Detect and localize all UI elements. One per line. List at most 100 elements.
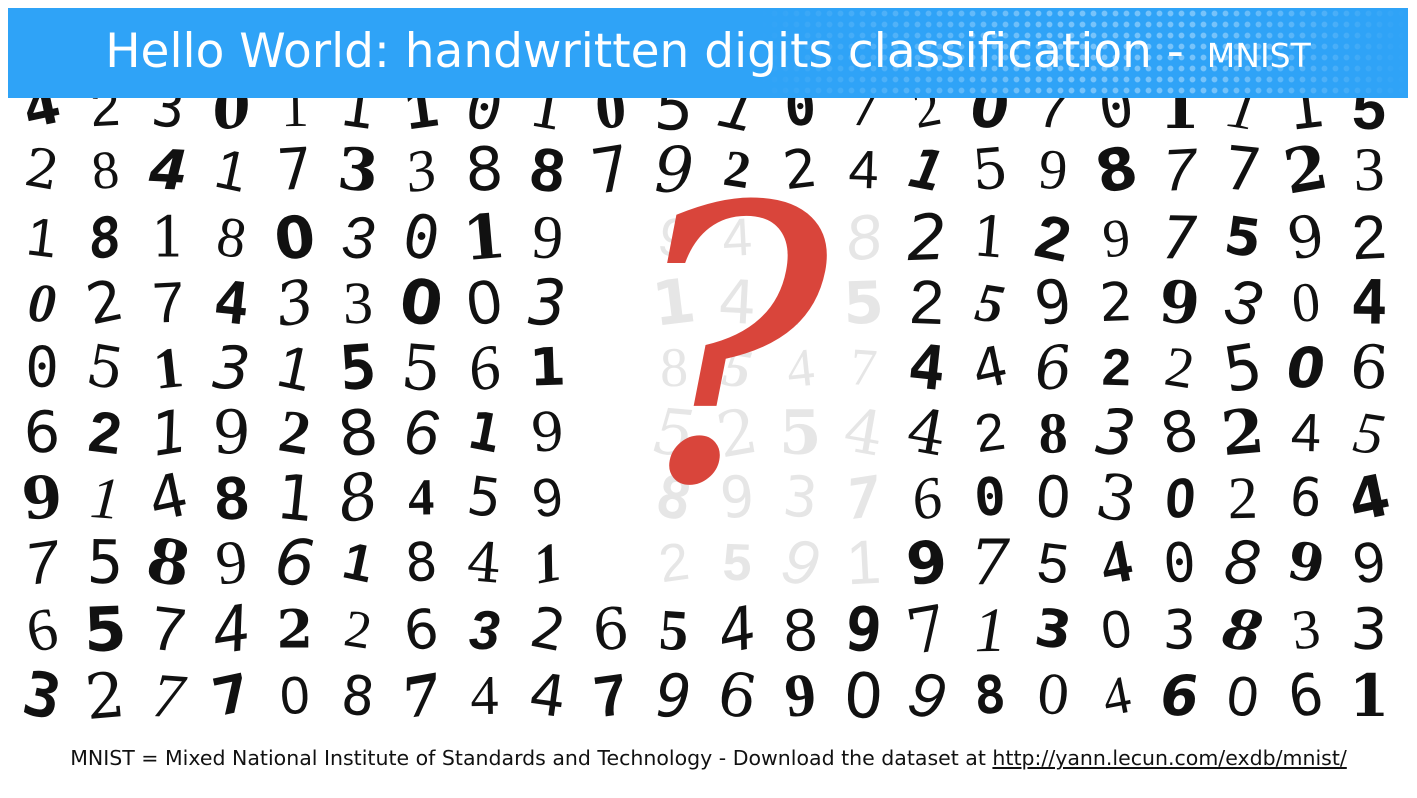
handwritten-digit: 1	[23, 206, 60, 269]
handwritten-digit: 6	[21, 595, 63, 666]
handwritten-digit: 0	[1223, 663, 1262, 729]
handwritten-digit: 7	[21, 528, 65, 598]
handwritten-digit: 1	[528, 337, 566, 398]
handwritten-digit: 3	[468, 598, 501, 661]
handwritten-digit: 1	[272, 460, 317, 537]
handwritten-digit: 2	[1350, 203, 1388, 274]
handwritten-digit: 4	[967, 334, 1014, 403]
handwritten-digit: 1	[460, 201, 508, 275]
handwritten-digit: 2	[780, 138, 821, 203]
handwritten-digit: 4	[1097, 664, 1135, 728]
handwritten-digit: 1	[338, 532, 378, 595]
dataset-link[interactable]: http://yann.lecun.com/exdb/mnist/	[992, 746, 1347, 770]
handwritten-digit: 2	[1227, 465, 1258, 532]
handwritten-digit: 4	[902, 395, 952, 471]
handwritten-digit: 5	[83, 594, 128, 666]
handwritten-digit: 9	[654, 134, 694, 207]
handwritten-digit: 9	[1100, 207, 1133, 269]
handwritten-digit: 6	[273, 526, 317, 601]
handwritten-digit: 3	[335, 134, 381, 205]
handwritten-digit: 4	[147, 137, 190, 203]
handwritten-digit: 8	[403, 531, 439, 594]
handwritten-digit: 2	[1219, 396, 1267, 470]
handwritten-digit: 0	[271, 202, 319, 274]
handwritten-digit: 7	[842, 464, 885, 532]
handwritten-digit: 5	[463, 465, 505, 530]
handwritten-digit: 0	[1286, 335, 1326, 400]
handwritten-digit: 1	[280, 98, 309, 139]
handwritten-digit: 2	[89, 98, 122, 138]
handwritten-digit: 8	[1155, 398, 1203, 469]
handwritten-digit: 3	[149, 98, 188, 141]
handwritten-digit: 7	[901, 591, 953, 670]
handwritten-digit: 2	[81, 268, 129, 339]
handwritten-digit: 5	[398, 330, 444, 406]
handwritten-digit: 5	[972, 271, 1009, 336]
handwritten-digit: 4	[470, 665, 499, 727]
handwritten-digit: 9	[19, 462, 65, 533]
handwritten-digit: 9	[1157, 267, 1203, 338]
handwritten-digit: 9	[1030, 266, 1077, 341]
handwritten-digit: 9	[782, 661, 819, 731]
handwritten-digit: 5	[779, 398, 821, 469]
handwritten-digit: 3	[340, 204, 375, 271]
handwritten-digit: 1	[1283, 98, 1329, 145]
handwritten-digit: 3	[399, 135, 442, 206]
handwritten-digit: 5	[1349, 398, 1388, 468]
handwritten-digit: 5	[842, 268, 885, 337]
handwritten-digit: 4	[784, 337, 817, 399]
handwritten-digit: 9	[1283, 530, 1329, 596]
handwritten-digit: 1	[528, 530, 567, 595]
handwritten-digit: 3	[270, 266, 319, 340]
handwritten-digit: 1	[845, 528, 883, 599]
handwritten-digit: 0	[842, 659, 885, 733]
handwritten-digit: 5	[1221, 206, 1265, 270]
handwritten-digit: 4	[525, 661, 570, 731]
handwritten-digit: 0	[783, 98, 818, 139]
handwritten-digit: 5	[657, 597, 690, 664]
handwritten-digit: 9	[528, 401, 567, 465]
handwritten-digit: 6	[1031, 332, 1074, 404]
handwritten-digit: 0	[26, 272, 58, 335]
handwritten-digit: 4	[905, 331, 949, 405]
handwritten-digit: 8	[1038, 400, 1068, 465]
handwritten-digit: 2	[340, 599, 375, 660]
handwritten-digit: 4	[721, 208, 754, 268]
handwritten-digit: 8	[1090, 133, 1144, 208]
handwritten-digit: 9	[656, 661, 693, 731]
handwritten-digit: 6	[1347, 331, 1391, 404]
handwritten-digit: 1	[151, 206, 187, 271]
page-title: Hello World: handwritten digits classifi…	[8, 24, 1408, 84]
handwritten-digit: 6	[1287, 466, 1325, 530]
handwritten-digit: 2	[1030, 201, 1077, 275]
handwritten-digit: 9	[530, 203, 566, 273]
handwritten-digit: 5	[969, 136, 1010, 204]
handwritten-digit: 9	[902, 658, 951, 733]
handwritten-digit: 6	[23, 399, 62, 466]
handwritten-digit: 0	[207, 98, 256, 143]
handwritten-digit: 8	[1217, 594, 1267, 665]
handwritten-digit: 3	[527, 266, 567, 340]
handwritten-digit: 4	[408, 469, 435, 526]
handwritten-digit: 3	[1218, 265, 1267, 341]
handwritten-digit: 8	[213, 463, 250, 533]
handwritten-digit: 4	[18, 98, 66, 141]
handwritten-digit: 3	[211, 333, 252, 404]
handwritten-digit: 4	[1342, 461, 1396, 536]
handwritten-digit: 6	[906, 463, 948, 534]
handwritten-digit: 5	[651, 395, 697, 471]
handwritten-digit: 9	[903, 527, 951, 599]
handwritten-digit: 3	[1349, 596, 1389, 664]
handwritten-digit: 8	[464, 134, 505, 205]
handwritten-digit: 6	[1284, 661, 1328, 732]
handwritten-digit: 2	[525, 595, 571, 665]
handwritten-digit: 7	[1221, 133, 1264, 206]
handwritten-digit: 8	[527, 134, 569, 206]
handwritten-digit: 0	[1160, 465, 1199, 531]
handwritten-digit: 7	[1161, 203, 1198, 273]
handwritten-digit: 7	[844, 98, 883, 140]
handwritten-digit: 0	[1161, 530, 1198, 595]
handwritten-digit: 3	[1353, 136, 1385, 205]
handwritten-digit: 0	[25, 335, 60, 401]
